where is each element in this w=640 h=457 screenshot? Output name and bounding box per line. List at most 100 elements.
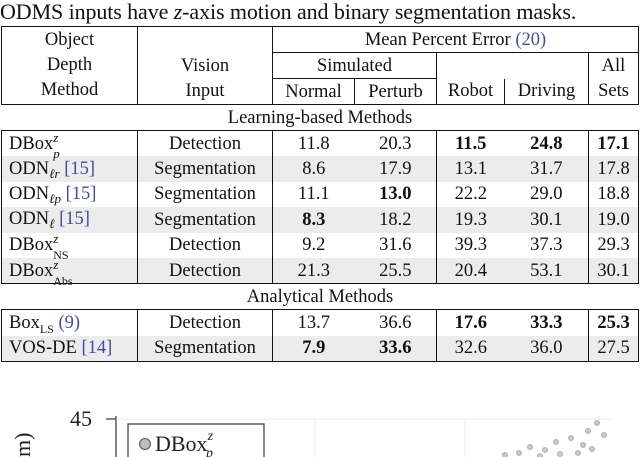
method-cell: VOS-DE [14]	[1, 335, 138, 363]
all-value-cell: 19.0	[588, 207, 639, 233]
header-driving-spacer	[505, 53, 589, 79]
header-simulated: Simulated	[272, 52, 437, 79]
vision-input-cell: Segmentation	[137, 207, 273, 233]
scatter-point	[594, 420, 600, 426]
header-all: All	[588, 52, 639, 79]
perturb-value-cell: 18.2	[354, 207, 437, 233]
scatter-point	[575, 450, 581, 456]
citation: [15]	[59, 209, 90, 230]
vision-input-cell: Segmentation	[137, 335, 273, 363]
driving-value-cell: 36.0	[504, 335, 589, 363]
method-cell: DBox z NS	[1, 231, 138, 262]
all-value-cell: 29.3	[588, 232, 639, 258]
table-row: VOS-DE [14] Segmentation 7.9 33.6 32.6 36.0 27…	[1, 335, 639, 363]
legend-box	[127, 423, 265, 457]
header-robot-spacer	[436, 52, 505, 79]
method-cell: ODNℓr [15]	[1, 156, 138, 182]
y-axis-label-fragment: m)	[10, 433, 35, 457]
driving-value-cell: 29.0	[504, 181, 589, 208]
citation: [15]	[65, 183, 97, 204]
all-value-cell: 27.5	[588, 335, 639, 363]
normal-value-cell: 11.1	[272, 181, 355, 208]
citation: [15]	[64, 158, 96, 179]
vision-input-cell: Detection	[137, 309, 273, 336]
driving-value-cell: 53.1	[504, 257, 589, 285]
method-cell: ODNℓp [15]	[1, 181, 138, 208]
scatter-point	[553, 439, 559, 445]
table-caption: ODMS inputs have z-axis motion and binar…	[0, 0, 577, 24]
method-cell: DBox z p	[1, 130, 138, 161]
scatter-point	[568, 435, 574, 441]
all-value-cell: 30.1	[588, 257, 639, 285]
driving-value-cell: 30.1	[504, 207, 589, 233]
scatter-point	[557, 451, 563, 457]
perturb-value-cell: 20.3	[354, 130, 437, 157]
driving-value-cell: 33.3	[504, 309, 589, 336]
normal-value-cell: 8.6	[272, 156, 355, 182]
scatter-point	[516, 450, 522, 456]
header-normal: Normal	[272, 78, 355, 105]
header-robot: Robot	[436, 78, 505, 105]
normal-value-cell: 9.2	[272, 232, 355, 258]
method-cell: BoxLS (9)	[1, 309, 138, 336]
y-tick-label-45: 45	[70, 406, 92, 431]
robot-value-cell: 13.1	[436, 156, 505, 182]
robot-value-cell: 19.3	[436, 207, 505, 233]
section-learning-based: Learning-based Methods	[227, 107, 413, 128]
vision-input-cell: Detection	[137, 130, 273, 157]
perturb-value-cell: 31.6	[354, 232, 437, 258]
scatter-point	[502, 452, 508, 457]
scatter-point	[527, 444, 533, 450]
mpe-citation: (20)	[515, 29, 547, 50]
header-vision-input: Vision Input	[137, 26, 273, 105]
scatter-point	[589, 446, 595, 452]
robot-value-cell: 22.2	[436, 181, 505, 208]
normal-value-cell: 11.8	[272, 130, 355, 157]
scatter-point	[601, 432, 607, 438]
robot-value-cell: 32.6	[436, 335, 505, 363]
table-row: ODNℓr [15] Segmentation 8.6 17.9 13.1 31.7 17.…	[1, 156, 639, 182]
normal-value-cell: 7.9	[272, 335, 355, 363]
table-row: DBox z p Detection 11.8 20.3 11.5 24.8 17.1	[1, 130, 639, 161]
perturb-value-cell: 25.5	[354, 257, 437, 285]
table-row: DBox z NS Detection 9.2 31.6 39.3 37.3 29.3	[1, 231, 639, 262]
perturb-value-cell: 33.6	[354, 335, 437, 363]
table-row: ODNℓ [15] Segmentation 8.3 18.2 19.3 30.1 19.0	[1, 207, 639, 233]
legend-label: DBoxz p	[155, 429, 214, 457]
header-object-depth-method: Object Depth Method	[1, 26, 138, 105]
header-mean-percent-error: Mean Percent Error (20)	[272, 26, 639, 53]
table-row: BoxLS (9) Detection 13.7 36.6 17.6 33.3 25.3	[1, 309, 639, 336]
perturb-value-cell: 17.9	[354, 156, 437, 182]
method-cell: DBox z Abs	[1, 257, 138, 288]
all-value-cell: 18.8	[588, 181, 639, 208]
scatter-point	[537, 453, 543, 457]
driving-value-cell: 37.3	[504, 232, 589, 258]
section-analytical: Analytical Methods	[246, 286, 394, 307]
scatter-point	[580, 442, 586, 448]
normal-value-cell: 21.3	[272, 257, 355, 285]
driving-value-cell: 24.8	[504, 130, 589, 157]
all-value-cell: 17.8	[588, 156, 639, 182]
legend-marker	[139, 438, 151, 450]
header-driving: Driving	[504, 78, 589, 105]
header-perturb: Perturb	[354, 78, 437, 105]
robot-value-cell: 17.6	[436, 309, 505, 336]
method-cell: ODNℓ [15]	[1, 207, 138, 233]
scatter-point	[542, 447, 548, 453]
normal-value-cell: 8.3	[272, 207, 355, 233]
normal-value-cell: 13.7	[272, 309, 355, 336]
all-value-cell: 17.1	[588, 130, 639, 157]
analytical-rows: BoxLS (9) Detection 13.7 36.6 17.6 33.3 25.3 VO…	[1, 309, 639, 363]
vision-input-cell: Segmentation	[137, 156, 273, 182]
table-row: ODNℓp [15] Segmentation 11.1 13.0 22.2 29.0 18…	[1, 181, 639, 208]
citation: (9)	[58, 312, 81, 333]
driving-value-cell: 31.7	[504, 156, 589, 182]
perturb-value-cell: 13.0	[354, 181, 437, 208]
vision-input-cell: Detection	[137, 257, 273, 285]
vision-input-cell: Detection	[137, 232, 273, 258]
robot-value-cell: 11.5	[436, 130, 505, 157]
vision-input-cell: Segmentation	[137, 181, 273, 208]
scatter-points	[502, 420, 607, 457]
perturb-value-cell: 36.6	[354, 309, 437, 336]
scatter-chart-fragment: 45 m) DBoxz p	[10, 406, 612, 457]
